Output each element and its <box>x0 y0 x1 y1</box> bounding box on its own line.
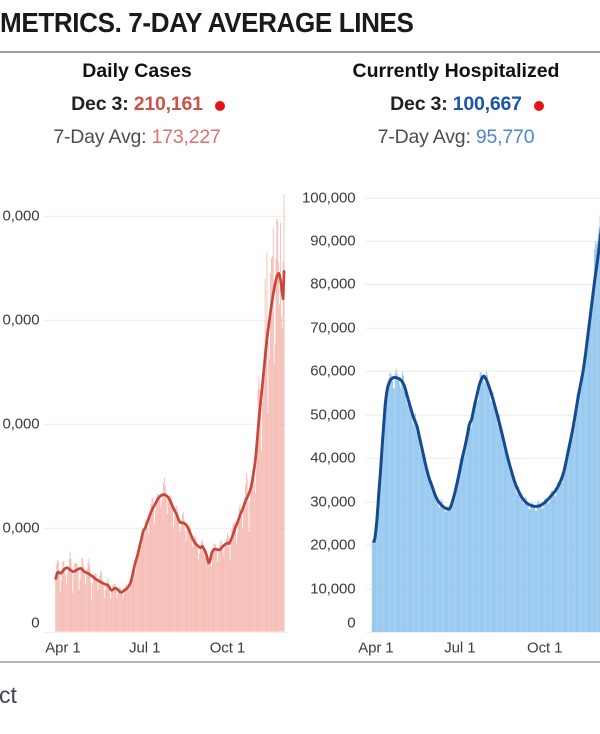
latest-value-currently-hospitalized: 100,667 <box>452 93 522 115</box>
panel-header-currently-hospitalized: Currently Hospitalized Dec 3: 100,667 7-… <box>312 60 600 149</box>
y-tick-label: 50,000 <box>310 406 356 424</box>
latest-date-label: Dec 3: <box>71 93 129 115</box>
footer-divider <box>0 661 600 663</box>
live-indicator-dot <box>533 101 544 111</box>
panel-latest-daily-cases: Dec 3: 210,161 <box>0 93 274 116</box>
y-tick-label: 0,000 <box>2 207 40 225</box>
panel-latest-currently-hospitalized: Dec 3: 100,667 <box>312 93 600 116</box>
avg-label: 7-Day Avg: <box>53 126 147 148</box>
y-tick-label: 0 <box>31 614 40 632</box>
live-indicator-dot <box>214 101 225 111</box>
latest-value-daily-cases: 210,161 <box>133 93 203 115</box>
y-tick-label: 0,000 <box>2 311 40 329</box>
y-tick-label: 30,000 <box>310 493 356 511</box>
panel-header-daily-cases: Daily Cases Dec 3: 210,161 7-Day Avg: 17… <box>0 60 274 149</box>
x-tick-label: Jul 1 <box>129 639 161 656</box>
x-tick-label: Apr 1 <box>45 639 81 656</box>
page-title: METRICS. 7-DAY AVERAGE LINES <box>0 6 414 38</box>
y-tick-label: 60,000 <box>310 362 356 380</box>
avg-label: 7-Day Avg: <box>377 126 471 148</box>
x-tick-label: Jul 1 <box>444 639 476 656</box>
avg-value-daily-cases: 173,227 <box>151 126 221 148</box>
y-tick-label: 100,000 <box>301 189 356 206</box>
footer-text: ct <box>0 681 17 708</box>
avg-value-currently-hospitalized: 95,770 <box>475 126 535 148</box>
title-divider <box>0 51 600 53</box>
y-tick-label: 40,000 <box>310 449 356 467</box>
latest-date-label: Dec 3: <box>390 93 448 115</box>
x-tick-label: Oct 1 <box>527 639 563 656</box>
panel-avg-currently-hospitalized: 7-Day Avg: 95,770 <box>312 126 600 149</box>
y-tick-label: 80,000 <box>310 275 356 293</box>
y-tick-label: 0,000 <box>2 519 40 537</box>
y-tick-label: 0,000 <box>2 415 40 433</box>
y-tick-label: 90,000 <box>310 232 356 250</box>
y-tick-label: 0 <box>347 614 356 632</box>
panel-title-daily-cases: Daily Cases <box>82 60 192 82</box>
panel-avg-daily-cases: 7-Day Avg: 173,227 <box>0 126 274 149</box>
y-tick-label: 10,000 <box>310 580 356 598</box>
panel-title-currently-hospitalized: Currently Hospitalized <box>352 60 560 82</box>
x-tick-label: Oct 1 <box>209 639 246 656</box>
y-tick-label: 70,000 <box>310 319 356 337</box>
x-tick-label: Apr 1 <box>358 639 394 656</box>
y-tick-label: 20,000 <box>310 536 356 554</box>
